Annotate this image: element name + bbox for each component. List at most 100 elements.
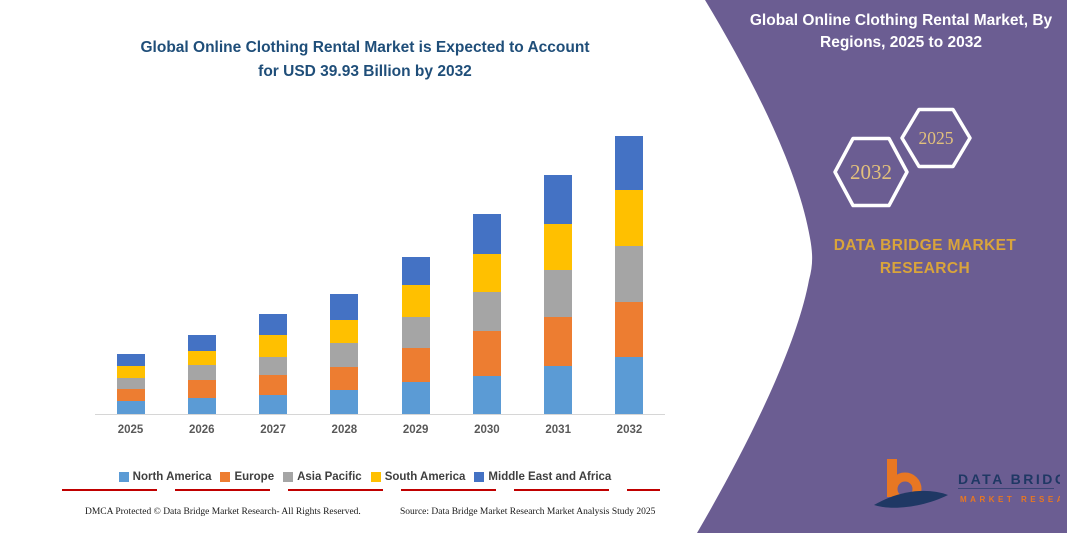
bar-column-2032 (594, 136, 665, 414)
bar-segment (330, 294, 359, 321)
bar-segment (187, 364, 216, 381)
legend-swatch-icon (370, 472, 381, 482)
hexagon-2025-label: 2025 (919, 128, 954, 148)
bar-segment (615, 136, 644, 191)
bar-segment (472, 292, 501, 331)
stacked-bar-2031 (544, 175, 573, 414)
chart-title-line2: for USD 39.93 Billion by 2032 (258, 63, 472, 80)
bar-segment (116, 366, 145, 379)
legend: North America Europe Asia Pacific South Ame… (55, 471, 675, 483)
legend-label: Europe (234, 471, 275, 483)
bar-segment (401, 381, 430, 414)
bar-segment (187, 380, 216, 399)
logo-underline (958, 488, 1054, 489)
bar-segment (187, 334, 216, 351)
x-axis-label: 2026 (188, 424, 215, 436)
bar-segment (472, 253, 501, 293)
bar-column-2029 (380, 136, 451, 414)
stacked-bar-2032 (615, 136, 644, 414)
bar-segment (116, 354, 145, 367)
panel-shape (697, 0, 1067, 533)
brand-wordmark: DATA BRIDGE MARKET RESEARCH (795, 234, 1055, 280)
legend-item: Asia Pacific (283, 471, 362, 483)
bar-segment (615, 246, 644, 302)
bar-column-2030 (451, 136, 522, 414)
bar-segment (472, 330, 501, 376)
bar-segment (615, 357, 644, 414)
bar-segment (187, 398, 216, 414)
logo-title: DATA BRIDGE (958, 471, 1060, 487)
hexagon-2032-icon (833, 136, 909, 208)
stacked-bar-2027 (259, 313, 288, 414)
plot-area (95, 136, 665, 415)
hexagon-2025-icon (900, 107, 972, 169)
legend-label: South America (384, 471, 466, 483)
x-axis-label: 2030 (474, 424, 500, 436)
bar-segment (615, 301, 644, 358)
footer-dmca-text: DMCA Protected © Data Bridge Market Rese… (85, 507, 361, 517)
chart-title: Global Online Clothing Rental Market is … (58, 36, 672, 84)
bar-segment (259, 374, 288, 395)
legend-swatch-icon (474, 472, 485, 482)
bar-segment (259, 395, 288, 414)
x-axis-label: 2027 (260, 424, 286, 436)
legend-swatch-icon (118, 472, 129, 482)
bar-segment (330, 320, 359, 343)
bar-segment (544, 175, 573, 224)
logo-swoosh-icon (874, 490, 948, 508)
x-axis-label: 2032 (616, 424, 643, 436)
bar-column-2026 (166, 136, 237, 414)
bar-segment (401, 285, 430, 317)
bar-segment (544, 270, 573, 318)
panel-title: Global Online Clothing Rental Market, By… (749, 12, 1053, 51)
bar-segment (544, 317, 573, 367)
bar-segment (330, 342, 359, 367)
bar-segment (615, 190, 644, 247)
legend-item: Middle East and Africa (474, 471, 611, 483)
stacked-bar-2028 (330, 294, 359, 414)
bar-column-2031 (523, 136, 594, 414)
legend-swatch-icon (283, 472, 294, 482)
bar-segment (401, 257, 430, 286)
bar-segment (259, 334, 288, 357)
legend-label: North America (132, 471, 212, 483)
bar-segment (472, 214, 501, 254)
x-axis-label: 2025 (117, 424, 144, 436)
bar-segment (116, 401, 145, 414)
x-axis-label: 2028 (331, 424, 358, 436)
legend-label: Asia Pacific (297, 471, 362, 483)
legend-item: South America (370, 471, 466, 483)
brand-line2: RESEARCH (879, 260, 971, 277)
bar-column-2027 (238, 136, 309, 414)
hexagon-2032-label: 2032 (850, 160, 892, 184)
stacked-bar-2026 (187, 334, 216, 414)
hexagon-badges: 2032 2025 (833, 107, 972, 208)
dashed-divider (62, 489, 660, 491)
dbmr-logo: DATA BRIDGE MARKET RESEARCH (874, 459, 1060, 508)
bar-segment (116, 378, 145, 389)
bar-segment (330, 390, 359, 414)
bar-segment (472, 375, 501, 414)
stacked-bar-2025 (116, 354, 145, 414)
legend-label: Middle East and Africa (488, 471, 612, 483)
logo-subtitle: MARKET RESEARCH (960, 495, 1060, 504)
bar-segment (259, 356, 288, 375)
bar-segment (116, 389, 145, 401)
bar-segment (544, 366, 573, 414)
chart-title-line1: Global Online Clothing Rental Market is … (140, 39, 590, 56)
footer-source-text: Source: Data Bridge Market Research Mark… (400, 507, 656, 517)
bar-segment (187, 350, 216, 365)
stacked-bar-2029 (401, 257, 430, 414)
bar-column-2028 (309, 136, 380, 414)
legend-item: Europe (220, 471, 274, 483)
bar-segment (330, 366, 359, 390)
bar-segment (544, 223, 573, 271)
bar-column-2025 (95, 136, 166, 414)
x-axis-label: 2031 (545, 424, 571, 436)
stacked-bar-2030 (472, 214, 501, 414)
bar-segment (259, 313, 288, 335)
legend-swatch-icon (220, 472, 231, 482)
x-axis-label: 2029 (402, 424, 429, 436)
